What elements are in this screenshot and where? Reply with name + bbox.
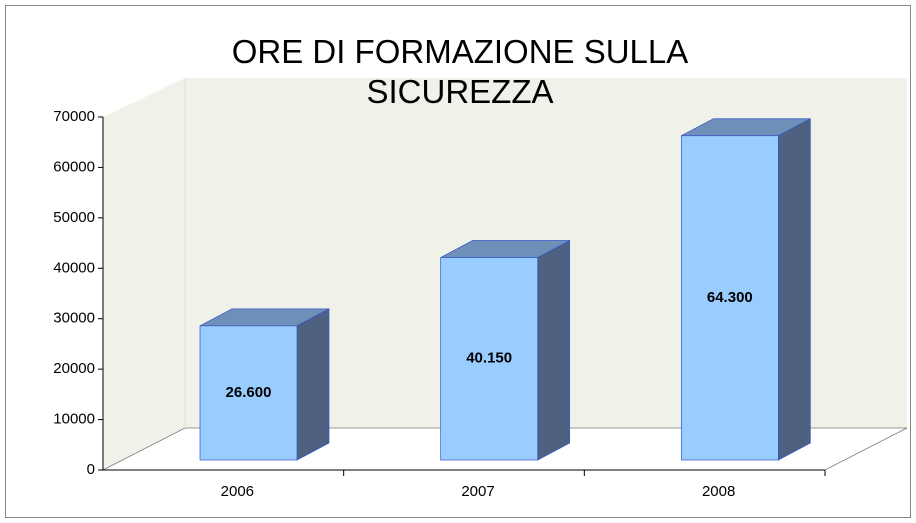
bar: [199, 325, 298, 461]
y-tick-label: 10000: [53, 411, 95, 428]
chart-title: ORE DI FORMAZIONE SULLA SICUREZZA: [231, 33, 689, 110]
data-label: 40.150: [466, 350, 512, 367]
y-tick-label: 40000: [53, 259, 95, 276]
x-tick-label: 2008: [702, 483, 735, 500]
y-tick-label: 70000: [53, 108, 95, 125]
data-label: 64.300: [707, 289, 753, 306]
y-tick-label: 50000: [53, 209, 95, 226]
y-tick-label: 30000: [53, 310, 95, 327]
x-tick-label: 2007: [461, 483, 494, 500]
y-tick-label: 60000: [53, 158, 95, 175]
data-label: 26.600: [226, 384, 272, 401]
y-tick-label: 0: [87, 461, 95, 478]
bar-side: [537, 239, 571, 461]
bar-side: [296, 308, 330, 461]
bar-side: [777, 118, 811, 461]
bar: [440, 257, 539, 461]
y-tick-label: 20000: [53, 360, 95, 377]
bar: [680, 135, 779, 461]
x-tick-label: 2006: [221, 483, 254, 500]
